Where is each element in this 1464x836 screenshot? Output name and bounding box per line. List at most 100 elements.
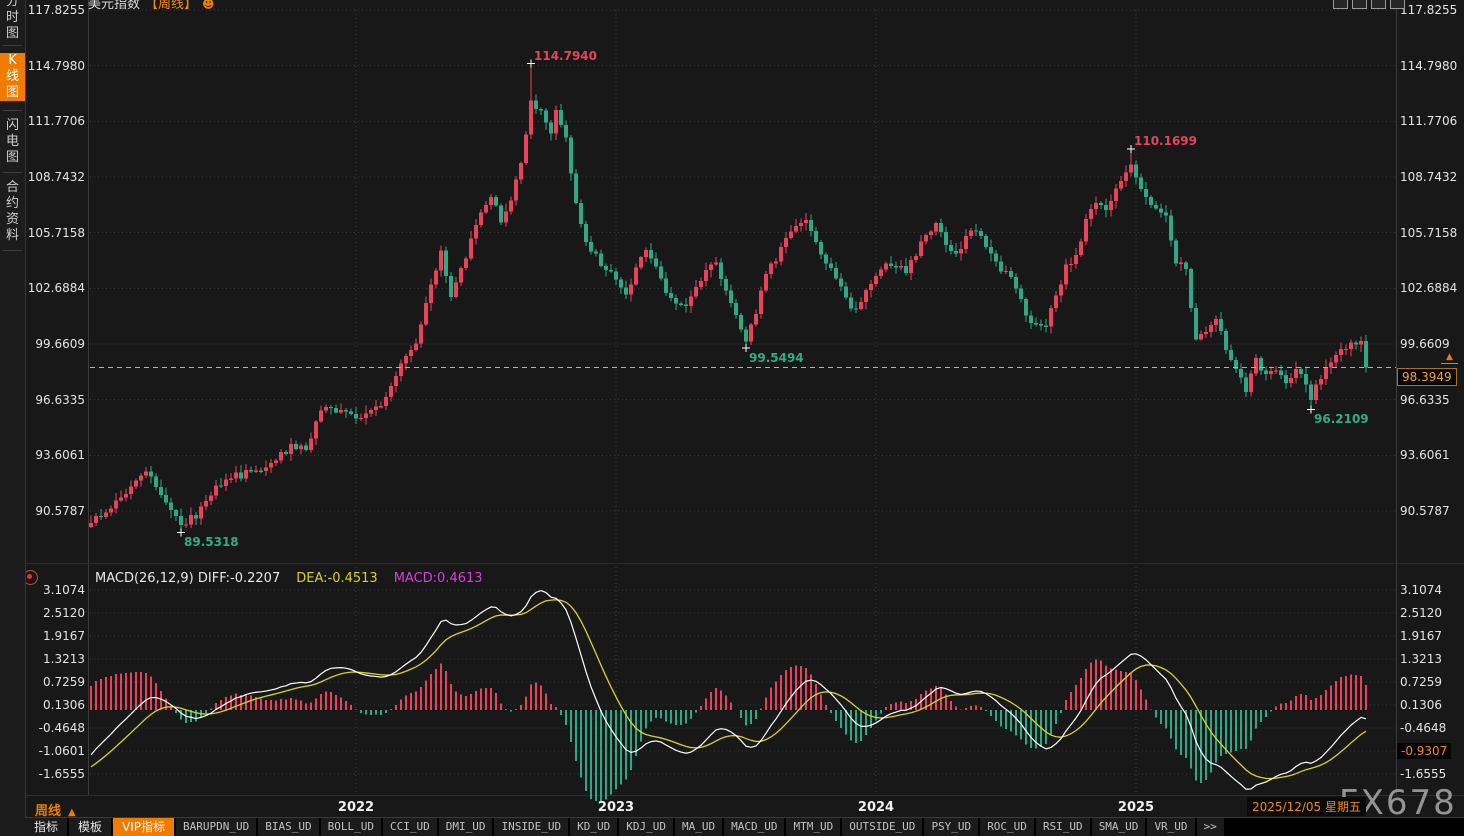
window-mini-icon-2[interactable] [1352, 0, 1367, 9]
sidebar-item-char: 图 [5, 150, 19, 165]
current-macd-box: -0.9307 [1397, 743, 1452, 759]
macd-hist-value: MACD:0.4613 [393, 571, 483, 586]
price-axis-label: 90.5787 [35, 504, 85, 518]
macd-axis-label: 0.1306 [43, 697, 85, 712]
extreme-price-annotation: 110.1699 [1134, 133, 1198, 148]
indicator-button-inside_ud[interactable]: INSIDE_UD [494, 818, 569, 836]
indicator-button-kdj_ud[interactable]: KDJ_UD [619, 818, 673, 836]
price-axis-label: 93.6061 [1400, 448, 1450, 463]
macd-axis-label: 3.1074 [1400, 582, 1442, 597]
indicator-button-kd_ud[interactable]: KD_UD [570, 818, 618, 836]
indicator-button-boll_ud[interactable]: BOLL_UD [320, 818, 381, 836]
sidebar-item-1[interactable]: 分时图 [0, 0, 25, 42]
indicator-button-ma_ud[interactable]: MA_UD [674, 818, 723, 836]
macd-axis-label: 1.9167 [43, 628, 85, 643]
macd-axis-label: -1.6555 [1400, 766, 1447, 781]
more-indicators-button[interactable]: >> [1196, 818, 1224, 836]
sidebar-item-char: 图 [5, 26, 19, 41]
macd-formula-and-diff: MACD(26,12,9) DIFF:-0.2207 [95, 571, 281, 586]
up-arrow-icon: ▲ [1441, 352, 1458, 364]
period-tag: 【周线】 [145, 0, 198, 12]
window-mini-icons [1333, 0, 1405, 9]
sidebar-item-char: 料 [5, 228, 19, 243]
period-indicator[interactable]: 周线 ▲ [35, 804, 76, 819]
x-axis-year-label: 2023 [597, 800, 635, 815]
indicator-button-roc_ud[interactable]: ROC_UD [980, 818, 1034, 836]
indicator-toolbar: 指标 模板 VIP指标 BARUPDN_UD BIAS_UD BOLL_UD CCI_UD D… [25, 817, 1464, 836]
sidebar-item-char: 时 [5, 10, 19, 25]
macd-dea-value: DEA:-0.4513 [296, 571, 378, 586]
indicator-button-sma_ud[interactable]: SMA_UD [1091, 818, 1146, 836]
toolbar-tab-VIP指标[interactable]: VIP指标 [113, 818, 175, 836]
price-axis-label: 93.6061 [35, 448, 85, 463]
sidebar-item-char: 分 [5, 0, 19, 9]
extreme-price-annotation: 99.5494 [749, 351, 804, 366]
indicator-button-bias_ud[interactable]: BIAS_UD [258, 818, 319, 836]
indicator-button-dmi_ud[interactable]: DMI_UD [438, 818, 493, 836]
macd-axis-label: 1.3213 [1400, 651, 1442, 666]
price-axis-label: 99.6609 [35, 337, 85, 351]
sidebar-divider [3, 172, 22, 173]
price-axis-label: 96.6335 [35, 392, 85, 407]
macd-axis-label: 2.5120 [1400, 605, 1442, 620]
up-triangle-icon: ▲ [68, 807, 76, 818]
macd-axis-label: 1.3213 [43, 651, 85, 666]
window-mini-icon-1[interactable] [1333, 0, 1348, 9]
symbol-name: 美元指数 [88, 0, 141, 12]
indicator-button-outside_ud[interactable]: OUTSIDE_UD [842, 818, 923, 836]
price-axis-label: 117.8255 [27, 3, 85, 17]
window-mini-icon-4[interactable] [1390, 0, 1405, 9]
x-axis-year-label: 2022 [337, 800, 375, 815]
indicator-button-vr_ud[interactable]: VR_UD [1147, 818, 1195, 836]
indicator-button-rsi_ud[interactable]: RSI_UD [1035, 818, 1090, 836]
sidebar-divider [3, 110, 22, 111]
toolbar-tab-指标[interactable]: 指标 [25, 818, 68, 836]
sidebar-item-char: 约 [5, 196, 19, 211]
sidebar-item-char: 资 [5, 212, 19, 227]
sidebar-item-3[interactable]: 闪电图 [0, 118, 25, 166]
extreme-price-annotation: 96.2109 [1314, 412, 1369, 427]
price-axis-label: 96.6335 [1400, 392, 1450, 407]
price-axis-label: 90.5787 [1400, 504, 1450, 518]
sidebar-item-char: 闪 [5, 118, 19, 133]
sidebar-divider [3, 45, 22, 46]
extreme-price-annotation: 89.5318 [184, 535, 239, 550]
macd-axis-label: 0.1306 [1400, 697, 1442, 712]
macd-axis-label: 1.9167 [1400, 628, 1442, 643]
indicator-button-cci_ud[interactable]: CCI_UD [382, 818, 437, 836]
sidebar-divider [3, 250, 22, 251]
smiley-icon: ☻ [202, 0, 215, 11]
sidebar-item-char: K [8, 53, 17, 68]
x-axis-year-label: 2024 [857, 800, 895, 815]
indicator-button-mtm_ud[interactable]: MTM_UD [786, 818, 841, 836]
macd-header: MACD(26,12,9) DIFF:-0.2207 DEA:-0.4513 M… [95, 571, 483, 586]
current-price-box: 98.3949 [1397, 368, 1457, 386]
price-axis-label: 111.7706 [1400, 114, 1458, 129]
macd-axis-label: 2.5120 [43, 605, 85, 620]
x-axis-year-label: 2025 [1117, 800, 1155, 815]
price-axis-label: 114.7980 [1400, 58, 1458, 73]
sidebar-item-char: 合 [5, 180, 19, 195]
price-axis-label: 105.7158 [27, 225, 85, 240]
macd-axis-label: 0.7259 [1400, 674, 1442, 689]
price-axis-label: 108.7432 [27, 170, 85, 184]
price-axis-label: 102.6884 [27, 281, 85, 296]
sidebar-item-4[interactable]: 合约资料 [0, 180, 25, 244]
price-axis-label: 117.8255 [1400, 3, 1458, 17]
indicator-button-macd_ud[interactable]: MACD_UD [724, 818, 785, 836]
macd-axis-label: 0.7259 [43, 674, 85, 689]
toolbar-tab-模板[interactable]: 模板 [69, 818, 112, 836]
macd-axis-label: -1.0601 [38, 743, 85, 758]
price-axis-label: 114.7980 [27, 58, 85, 73]
indicator-button-barupdn_ud[interactable]: BARUPDN_UD [176, 818, 257, 836]
window-mini-icon-3[interactable] [1371, 0, 1386, 9]
price-axis-label: 105.7158 [1400, 225, 1458, 240]
sidebar-item-char: 图 [5, 85, 19, 100]
macd-axis-label: 3.1074 [43, 582, 85, 597]
sidebar-item-char: 线 [5, 69, 19, 84]
indicator-button-psy_ud[interactable]: PSY_UD [924, 818, 979, 836]
extreme-price-annotation: 114.7940 [534, 48, 598, 63]
